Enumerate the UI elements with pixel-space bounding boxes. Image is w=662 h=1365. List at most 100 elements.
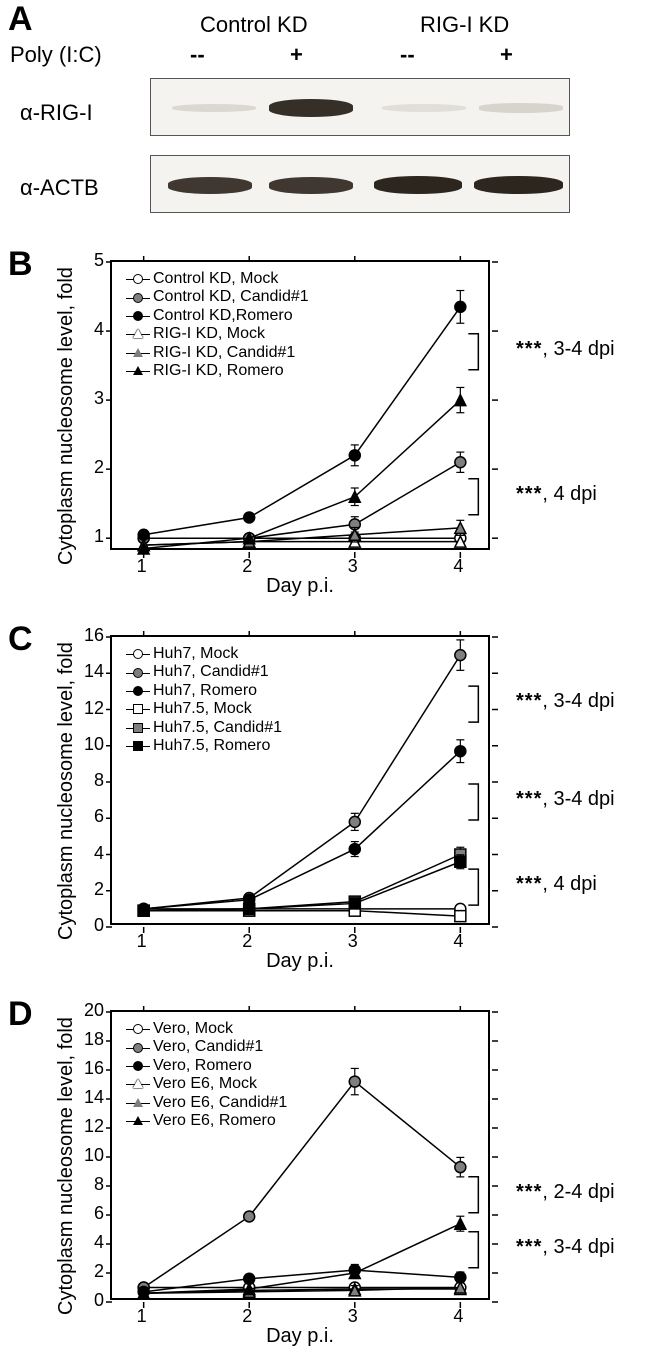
y-tick-label: 4 — [74, 1232, 104, 1253]
y-tick-label: 2 — [74, 457, 104, 478]
row-label: Poly (I:C) — [10, 42, 102, 68]
y-tick-label: 2 — [74, 879, 104, 900]
y-tick-label: 5 — [74, 250, 104, 271]
blot-label-2: α-ACTB — [20, 175, 99, 201]
significance-annotation: ***, 3-4 dpi — [516, 338, 615, 361]
legend-label: Control KD, Mock — [153, 270, 278, 288]
x-tick-label: 2 — [237, 556, 257, 577]
y-tick-label: 16 — [74, 625, 104, 646]
panel-d-xtitle: Day p.i. — [110, 1325, 490, 1348]
x-tick-label: 3 — [343, 556, 363, 577]
panel-b-xtitle: Day p.i. — [110, 575, 490, 598]
cond-2: + — [290, 42, 303, 68]
legend-item: Vero, Candid#1 — [126, 1038, 287, 1056]
significance-annotation: ***, 4 dpi — [516, 483, 597, 506]
y-tick-label: 6 — [74, 1203, 104, 1224]
y-tick-label: 0 — [74, 1290, 104, 1311]
legend-item: Huh7.5, Romero — [126, 737, 282, 755]
legend-label: RIG-I KD, Romero — [153, 362, 284, 380]
blot-band — [479, 103, 563, 112]
legend-label: Huh7, Candid#1 — [153, 663, 269, 681]
x-tick-label: 1 — [132, 931, 152, 952]
legend-item: Vero, Romero — [126, 1057, 287, 1075]
blot-band — [382, 104, 466, 112]
legend-item: Control KD, Mock — [126, 270, 309, 288]
col-header-1: Control KD — [200, 12, 308, 38]
cond-4: + — [500, 42, 513, 68]
blot-band — [374, 176, 462, 194]
x-tick-label: 1 — [132, 1306, 152, 1327]
legend-label: Vero, Candid#1 — [153, 1038, 263, 1056]
legend-label: RIG-I KD, Mock — [153, 325, 265, 343]
legend-item: Huh7, Candid#1 — [126, 663, 282, 681]
significance-annotation: ***, 4 dpi — [516, 873, 597, 896]
legend-item: Control KD,Romero — [126, 307, 309, 325]
panel-c-xtitle: Day p.i. — [110, 950, 490, 973]
y-tick-label: 16 — [74, 1058, 104, 1079]
legend: Control KD, MockControl KD, Candid#1Cont… — [120, 266, 315, 384]
significance-annotation: ***, 2-4 dpi — [516, 1181, 615, 1204]
legend-item: RIG-I KD, Mock — [126, 325, 309, 343]
x-tick-label: 3 — [343, 931, 363, 952]
y-tick-label: 12 — [74, 698, 104, 719]
blot-band — [172, 104, 256, 113]
y-tick-label: 2 — [74, 1261, 104, 1282]
legend-item: Huh7.5, Candid#1 — [126, 719, 282, 737]
x-tick-label: 4 — [448, 1306, 468, 1327]
panel-b-ytitle: Cytoplasm nucleosome level, fold — [55, 267, 78, 565]
x-tick-label: 3 — [343, 1306, 363, 1327]
legend-label: Control KD,Romero — [153, 307, 293, 325]
rigI-blot — [150, 78, 570, 136]
legend-label: Vero E6, Romero — [153, 1112, 276, 1130]
legend-item: Huh7, Mock — [126, 645, 282, 663]
legend-label: Control KD, Candid#1 — [153, 288, 309, 306]
cond-3: -- — [400, 42, 415, 68]
legend-label: RIG-I KD, Candid#1 — [153, 344, 295, 362]
y-tick-label: 20 — [74, 1000, 104, 1021]
panel-b-label: B — [8, 245, 33, 284]
blot-band — [168, 177, 252, 194]
significance-annotation: ***, 3-4 dpi — [516, 788, 615, 811]
panel-c-label: C — [8, 620, 33, 659]
legend-item: Huh7, Romero — [126, 682, 282, 700]
cond-1: -- — [190, 42, 205, 68]
y-tick-label: 4 — [74, 319, 104, 340]
legend-label: Vero, Mock — [153, 1020, 233, 1038]
panel-a: A Control KD RIG-I KD Poly (I:C) -- + --… — [0, 0, 662, 230]
y-tick-label: 18 — [74, 1029, 104, 1050]
y-tick-label: 4 — [74, 843, 104, 864]
legend-item: RIG-I KD, Romero — [126, 362, 309, 380]
y-tick-label: 14 — [74, 1087, 104, 1108]
legend-item: Vero E6, Romero — [126, 1112, 287, 1130]
legend-label: Huh7, Mock — [153, 645, 238, 663]
blot-band — [269, 99, 353, 117]
y-tick-label: 8 — [74, 1174, 104, 1195]
y-tick-label: 14 — [74, 661, 104, 682]
legend: Vero, MockVero, Candid#1Vero, RomeroVero… — [120, 1016, 293, 1134]
legend-label: Huh7.5, Romero — [153, 737, 270, 755]
blot-band — [269, 177, 353, 194]
y-tick-label: 6 — [74, 806, 104, 827]
legend-label: Vero E6, Candid#1 — [153, 1094, 287, 1112]
col-header-2: RIG-I KD — [420, 12, 509, 38]
x-tick-label: 1 — [132, 556, 152, 577]
panel-d: D Cytoplasm nucleosome level, fold Day p… — [0, 995, 662, 1355]
legend-item: Vero E6, Mock — [126, 1075, 287, 1093]
legend-label: Vero, Romero — [153, 1057, 252, 1075]
significance-annotation: ***, 3-4 dpi — [516, 690, 615, 713]
legend-label: Huh7, Romero — [153, 682, 257, 700]
actb-blot — [150, 155, 570, 213]
legend-label: Huh7.5, Candid#1 — [153, 719, 282, 737]
legend: Huh7, MockHuh7, Candid#1Huh7, RomeroHuh7… — [120, 641, 288, 759]
y-tick-label: 10 — [74, 1145, 104, 1166]
panel-c: C Cytoplasm nucleosome level, fold Day p… — [0, 620, 662, 980]
blot-band — [474, 176, 562, 194]
x-tick-label: 2 — [237, 1306, 257, 1327]
y-tick-label: 10 — [74, 734, 104, 755]
legend-item: Huh7.5, Mock — [126, 700, 282, 718]
legend-label: Vero E6, Mock — [153, 1075, 257, 1093]
panel-d-label: D — [8, 995, 33, 1034]
y-tick-label: 8 — [74, 770, 104, 791]
legend-item: Control KD, Candid#1 — [126, 288, 309, 306]
legend-item: RIG-I KD, Candid#1 — [126, 344, 309, 362]
